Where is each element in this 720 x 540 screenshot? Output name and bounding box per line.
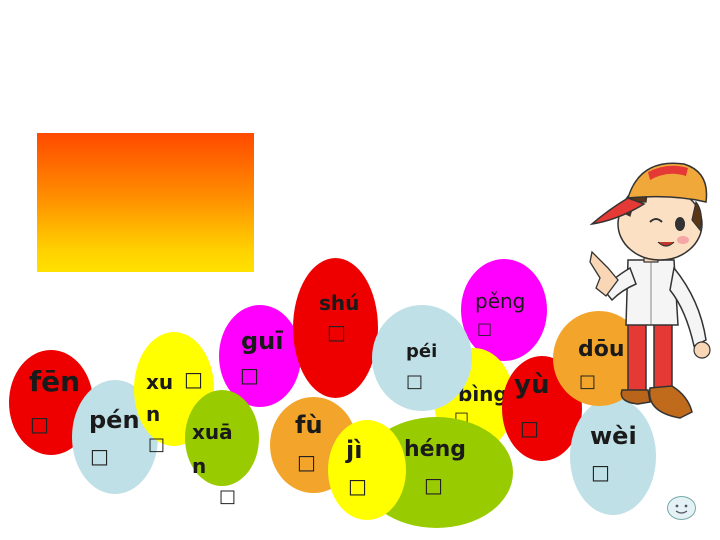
balloon-pei[interactable]: péi □ [372,305,472,411]
balloon-xun[interactable]: xu □ n □ [134,332,214,454]
balloon-fen[interactable]: fēn □ [9,350,93,455]
hanzi-heng: □ [424,473,443,497]
pinyin-peng: pěng [475,289,526,313]
pinyin-wei: wèi [590,422,637,450]
cartoon-boy-cap-icon [589,162,711,419]
pinyin-dou: dōu [578,337,625,362]
balloon-xuan[interactable]: xuā n □ [185,390,259,506]
balloon-wei[interactable]: wèi □ [570,398,656,515]
hanzi-shu: □ [327,320,346,344]
hanzi-pen: □ [90,444,109,468]
balloon-gui[interactable]: guī □ [219,305,301,407]
pinyin-fu: fù [295,411,323,439]
hanzi-yu: □ [520,416,539,440]
pinyin-shu: shú [319,291,360,315]
hanzi-xun: □ [148,434,166,455]
hanzi-dou: □ [579,371,597,392]
pinyin-xuan-line1: xuā [192,420,233,444]
hanzi-xuan: □ [219,486,237,507]
smiley-face-icon[interactable] [667,496,696,520]
hanzi-peng: □ [477,319,493,338]
hanzi-wei: □ [591,460,610,484]
gradient-title-panel [37,133,254,272]
pinyin-bing: bìng [458,382,508,406]
pinyin-pen: pén [89,406,140,434]
hanzi-fu: □ [297,450,316,474]
pinyin-heng: héng [404,437,466,462]
pinyin-xun-line1: xu [146,370,174,394]
hanzi-pei: □ [406,371,424,392]
pinyin-pei: péi [406,341,438,362]
hanzi-ji: □ [348,474,367,498]
balloon-peng[interactable]: pěng □ [461,259,547,361]
balloon-shu[interactable]: shú □ [293,258,378,398]
pinyin-yu: yù [514,370,550,400]
balloon-ji[interactable]: jì □ [328,420,406,520]
tone-box-xun: □ [184,367,203,391]
pinyin-fen: fēn [29,365,81,398]
pinyin-xun-line2: n [146,402,161,426]
pinyin-gui: guī [241,327,284,355]
hanzi-fen: □ [30,412,49,436]
hanzi-gui: □ [240,363,259,387]
pinyin-xuan-line2: n [192,454,207,478]
pinyin-ji: jì [346,436,363,464]
